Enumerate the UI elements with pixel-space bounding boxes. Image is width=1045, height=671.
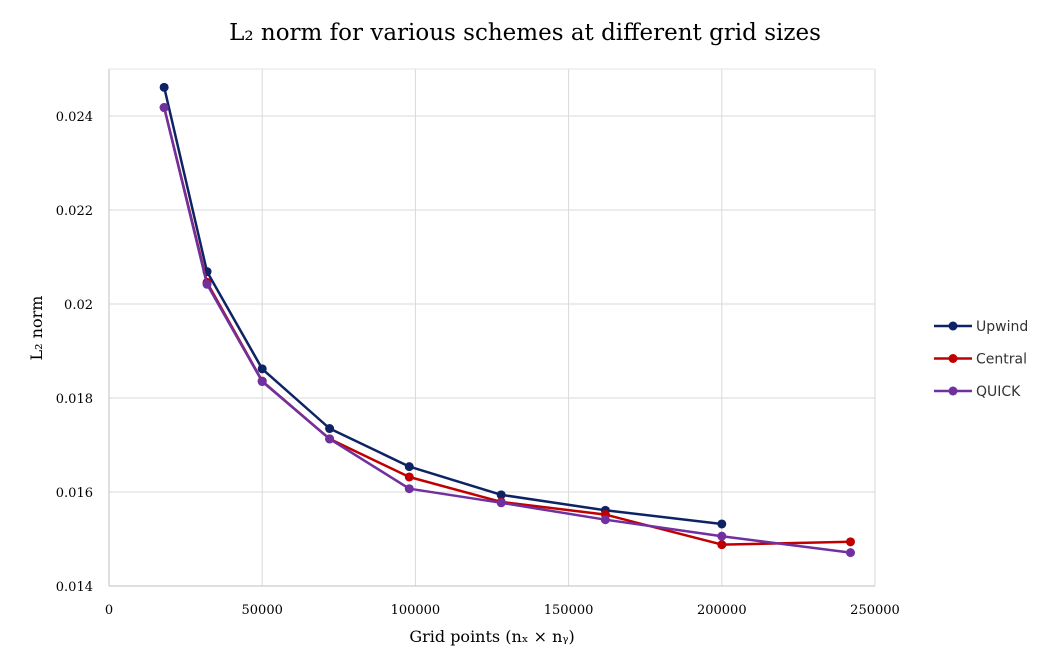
y-tick-label: 0.018 [56, 392, 93, 407]
data-point-quick [404, 484, 414, 494]
data-point-upwind [257, 364, 267, 374]
y-tick-label: 0.02 [64, 298, 93, 313]
legend-label-upwind: Upwind [976, 319, 1028, 335]
y-tick-label: 0.014 [56, 580, 93, 595]
data-point-quick [496, 498, 506, 508]
data-point-upwind [325, 424, 335, 434]
data-point-quick [202, 279, 212, 289]
legend-label-quick: QUICK [976, 384, 1021, 400]
series-line-central [162, 107, 851, 546]
data-point-central [845, 537, 855, 547]
x-tick-label: 150000 [544, 603, 594, 618]
y-tick-labels: 0.014 0.016 0.018 0.02 0.022 0.024 [56, 110, 93, 595]
grid-lines [109, 68, 876, 586]
chart-title: L₂ norm for various schemes at different… [229, 20, 821, 46]
legend-marker-upwind [948, 321, 958, 331]
x-tick-label: 250000 [850, 603, 900, 618]
legend-marker-central [948, 354, 958, 363]
x-tick-label: 200000 [697, 603, 747, 618]
data-point-upwind [496, 490, 506, 500]
x-tick-label: 0 [105, 603, 113, 618]
series-line-quick [162, 107, 851, 554]
data-point-central [717, 540, 727, 550]
x-axis-title: Grid points (nₓ × nᵧ) [409, 627, 574, 646]
data-point-quick [325, 434, 335, 444]
data-point-quick [159, 103, 169, 113]
legend: Upwind Central QUICK [934, 319, 1028, 400]
data-point-quick [845, 548, 855, 558]
legend-marker-quick [948, 386, 958, 396]
axes [108, 69, 875, 587]
y-tick-label: 0.022 [56, 204, 93, 219]
data-point-central [404, 472, 414, 482]
y-tick-label: 0.024 [56, 110, 93, 125]
x-tick-label: 50000 [242, 603, 283, 618]
x-tick-labels: 0 50000 100000 150000 200000 250000 [105, 603, 900, 618]
series-group [159, 82, 855, 558]
data-point-quick [600, 515, 610, 525]
legend-label-central: Central [976, 352, 1027, 368]
data-point-upwind [404, 462, 414, 472]
data-point-upwind [717, 519, 727, 529]
data-point-upwind [159, 82, 169, 92]
data-point-quick [717, 531, 727, 541]
data-point-quick [257, 377, 267, 387]
y-tick-label: 0.016 [56, 486, 93, 501]
x-tick-label: 100000 [391, 603, 441, 618]
y-axis-title: L₂ norm [27, 296, 46, 361]
series-line-upwind [162, 87, 722, 526]
